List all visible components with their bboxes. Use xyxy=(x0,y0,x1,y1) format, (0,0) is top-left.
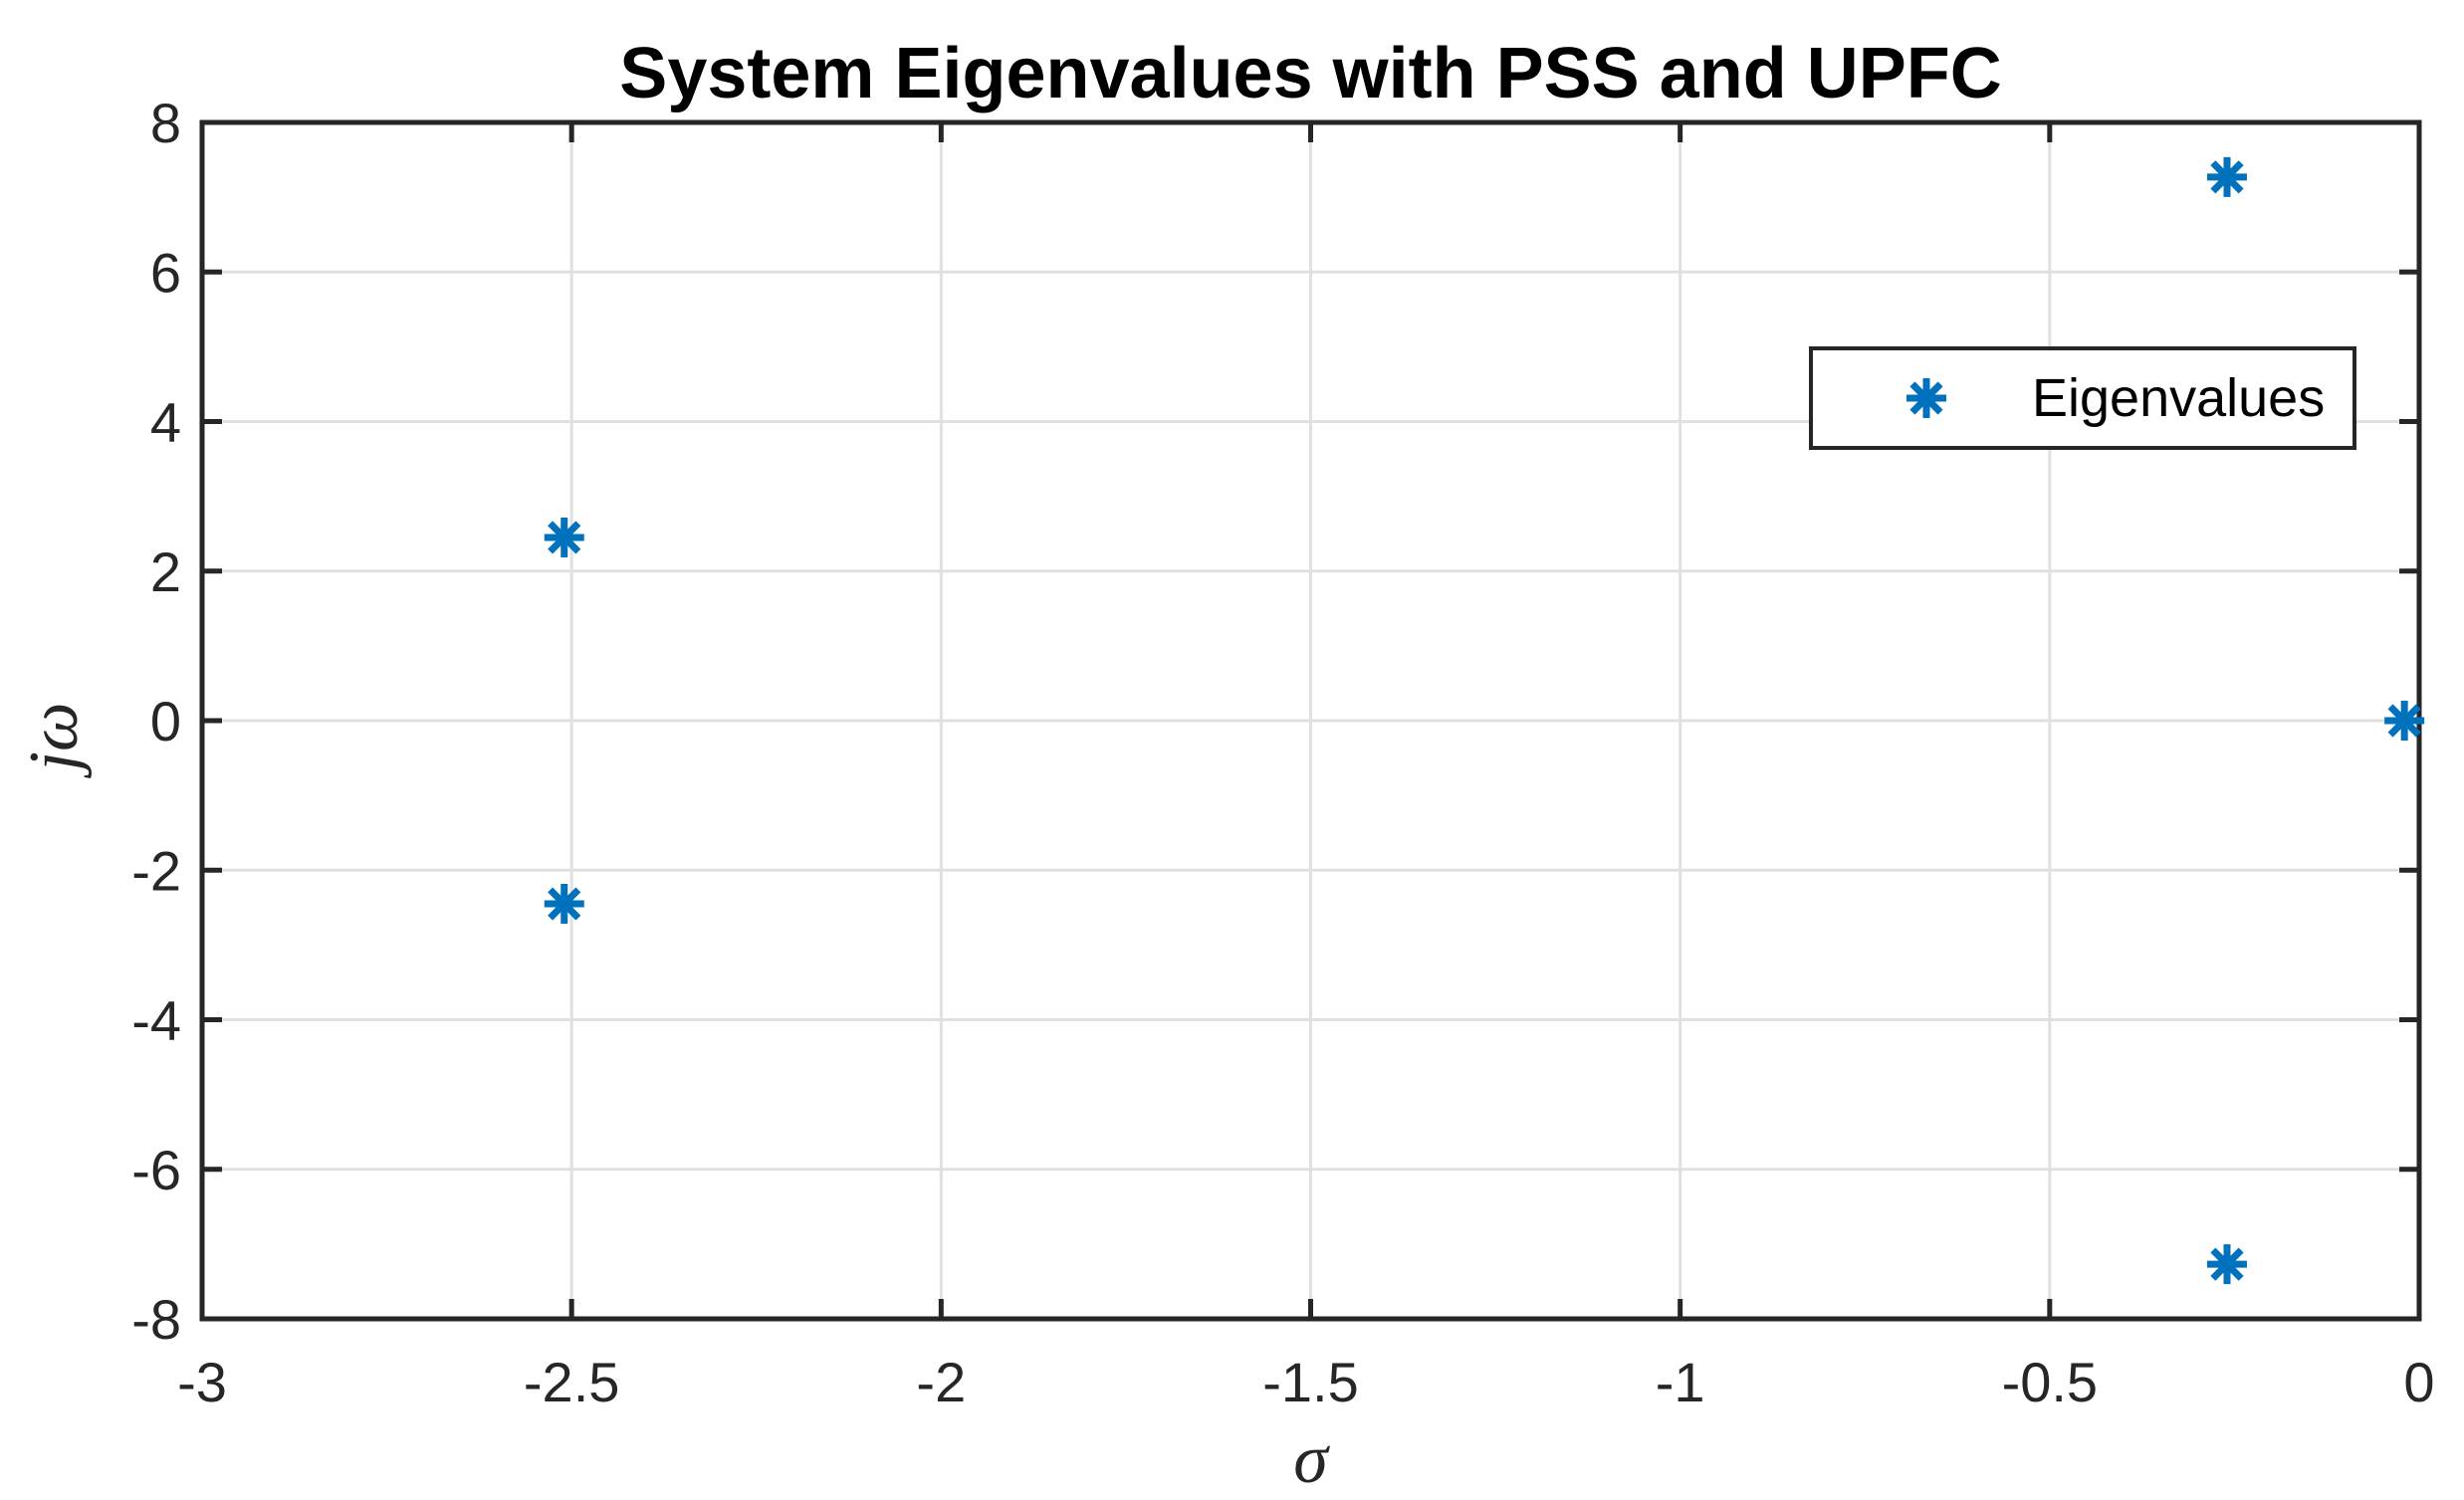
y-tick-label: 2 xyxy=(150,540,181,603)
eigenvalue-marker xyxy=(544,884,584,925)
y-tick-label: -2 xyxy=(131,839,181,902)
eigenvalue-marker xyxy=(2206,1244,2247,1285)
x-tick-label: -3 xyxy=(177,1351,227,1413)
x-tick-label: -0.5 xyxy=(2002,1351,2099,1413)
x-tick-label: -2.5 xyxy=(524,1351,620,1413)
legend-label: Eigenvalues xyxy=(2032,368,2326,428)
y-axis-label: jω xyxy=(16,702,93,771)
y-tick-label: 4 xyxy=(150,391,181,454)
legend-asterisk-glyph xyxy=(1906,378,1946,418)
eigenvalue-marker xyxy=(2206,156,2247,197)
y-tick-label: 6 xyxy=(150,241,181,304)
y-tick-label: 0 xyxy=(150,690,181,752)
x-tick-label: -1.5 xyxy=(1262,1351,1359,1413)
y-tick-label: 8 xyxy=(150,92,181,154)
legend: Eigenvalues xyxy=(1809,346,2356,450)
y-tick-label: -8 xyxy=(131,1288,181,1351)
chart-title: System Eigenvalues with PSS and UPFC xyxy=(619,34,2002,113)
eigenvalue-marker xyxy=(544,517,584,557)
x-tick-label: -1 xyxy=(1656,1351,1705,1413)
legend-marker-asterisk-icon xyxy=(1906,378,1946,418)
x-tick-label: 0 xyxy=(2403,1351,2434,1413)
y-tick-label: -6 xyxy=(131,1139,181,1201)
eigenvalue-marker xyxy=(2384,701,2425,741)
x-tick-label: -2 xyxy=(916,1351,966,1413)
x-axis-label: σ xyxy=(1293,1421,1328,1498)
y-tick-label: -4 xyxy=(131,989,181,1052)
